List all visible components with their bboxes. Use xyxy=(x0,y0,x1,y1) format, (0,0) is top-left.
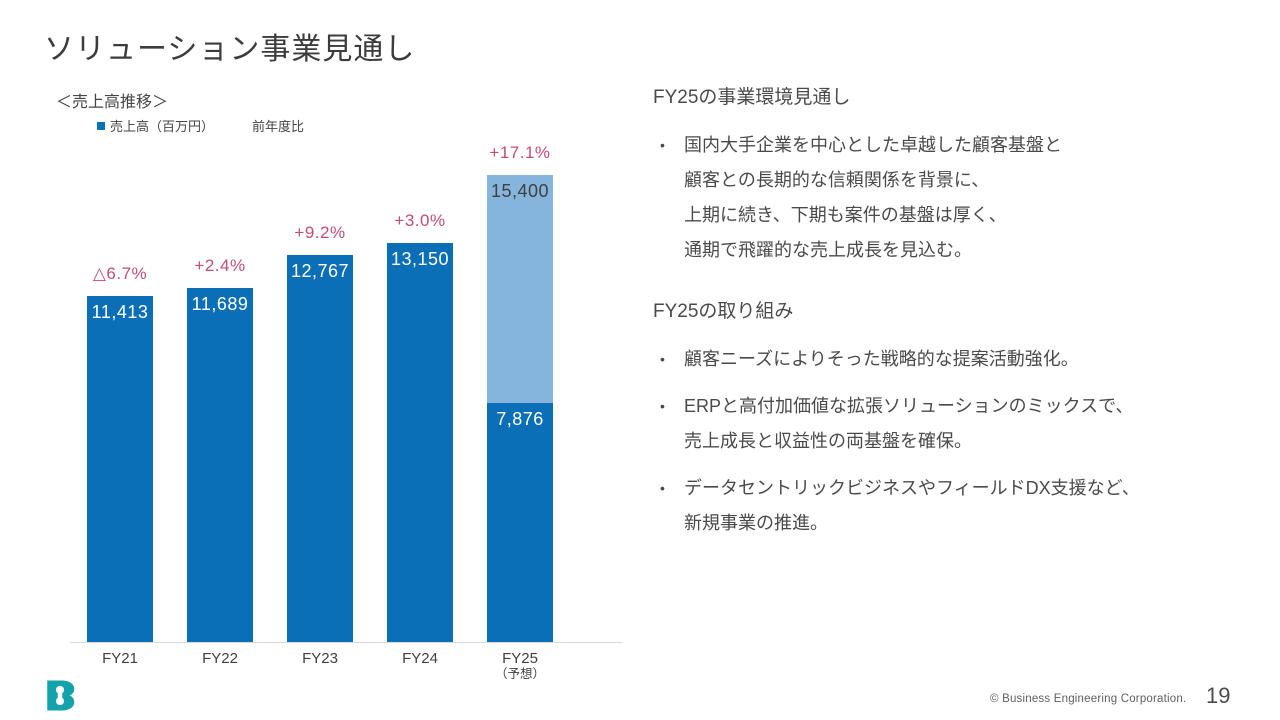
bar-segment-fy23: 12,767 xyxy=(287,255,353,642)
bullet-marker-icon: • xyxy=(660,480,665,496)
company-b-logo-icon xyxy=(47,680,75,711)
bar-value-label: 15,400 xyxy=(490,181,550,201)
category-text: FY23 xyxy=(302,650,338,667)
category-text: FY24 xyxy=(402,650,438,667)
bullet-text: ERPと高付加価値な拡張ソリューションのミックスで、 売上成長と収益性の両基盤を… xyxy=(684,396,1134,451)
page-title: ソリューション事業見通し xyxy=(44,33,416,66)
bar-segment-fy25: 15,400 xyxy=(487,175,553,403)
section-heading: FY25の取り組み xyxy=(653,301,794,322)
bar-yoy-label: △6.7% xyxy=(92,264,148,283)
panel-section-2: FY25の取り組み • 顧客ニーズによりそった戦略的な提案活動強化。 • ERPと高付加… xyxy=(653,298,1265,541)
sales-legend-swatch-icon xyxy=(97,121,105,130)
category-text: FY21 xyxy=(102,650,138,667)
bar-category-label: FY22 xyxy=(170,650,270,667)
bullet-text: データセントリックビジネスやフィールドDX支援など、 新規事業の推進。 xyxy=(684,478,1140,533)
bullet-marker-icon: • xyxy=(660,137,665,153)
bullet-item: • ERPと高付加価値な拡張ソリューションのミックスで、 売上成長と収益性の両基盤… xyxy=(653,389,1265,459)
bullet-item: • データセントリックビジネスやフィールドDX支援など、 新規事業の推進。 xyxy=(653,471,1265,541)
category-note: （予想） xyxy=(494,667,545,682)
bar-segment-fy21: 11,413 xyxy=(87,296,153,642)
bar-yoy-label: +3.0% xyxy=(394,211,446,230)
bullet-marker-icon: • xyxy=(660,398,665,414)
legend-sales-label: 売上高（百万円） xyxy=(110,119,215,134)
bullet-text: 国内大手企業を中心とした卓越した顧客基盤と 顧客との長期的な信頼関係を背景に、 … xyxy=(684,135,1062,260)
bullet-item: • 顧客ニーズによりそった戦略的な提案活動強化。 xyxy=(653,342,1265,377)
bar-category-label: FY21 xyxy=(70,650,170,667)
chart-plot: 11,413 △6.7% FY21 11,689 +2.4% FY22 12,767 +9.2… xyxy=(70,140,622,681)
right-panel: FY25の事業環境見通し • 国内大手企業を中心とした卓越した顧客基盤と 顧客との長… xyxy=(653,84,1265,541)
chart-legend: 売上高（百万円） 前年度比 xyxy=(97,116,304,135)
section-heading: FY25の事業環境見通し xyxy=(653,87,851,108)
panel-section-1: FY25の事業環境見通し • 国内大手企業を中心とした卓越した顧客基盤と 顧客との長… xyxy=(653,84,1265,268)
bar-yoy-label: +9.2% xyxy=(294,223,346,242)
bullet-text: 顧客ニーズによりそった戦略的な提案活動強化。 xyxy=(684,349,1079,369)
bullet-marker-icon: • xyxy=(660,351,665,367)
bar-segment-fy24: 13,150 xyxy=(387,243,453,642)
bar-value-label: 11,689 xyxy=(191,294,249,314)
category-text: FY25 xyxy=(502,650,538,667)
bar-value-label: 13,150 xyxy=(390,249,450,269)
bar-value-label: 11,413 xyxy=(91,302,149,322)
bar-segment-fy22: 11,689 xyxy=(187,288,253,642)
bar-yoy-label: +2.4% xyxy=(194,256,246,275)
bar-value-label: 7,876 xyxy=(496,409,544,429)
bar-segment-fy25: 7,876 xyxy=(487,403,553,642)
bullet-item: • 国内大手企業を中心とした卓越した顧客基盤と 顧客との長期的な信頼関係を背景に、… xyxy=(653,128,1265,268)
footer-copyright: © Business Engineering Corporation. xyxy=(990,693,1187,705)
bar-category-label: FY23 xyxy=(270,650,370,667)
bar-yoy-label: +17.1% xyxy=(489,143,551,162)
legend-yoy-label: 前年度比 xyxy=(252,119,305,134)
bar-value-label: 12,767 xyxy=(290,261,350,281)
bar-category-label: FY25 （予想） xyxy=(470,650,570,682)
page-number: 19 xyxy=(1206,683,1231,708)
category-text: FY22 xyxy=(202,650,238,667)
bar-category-label: FY24 xyxy=(370,650,470,667)
chart-section-label: ＜売上高推移＞ xyxy=(56,94,169,111)
